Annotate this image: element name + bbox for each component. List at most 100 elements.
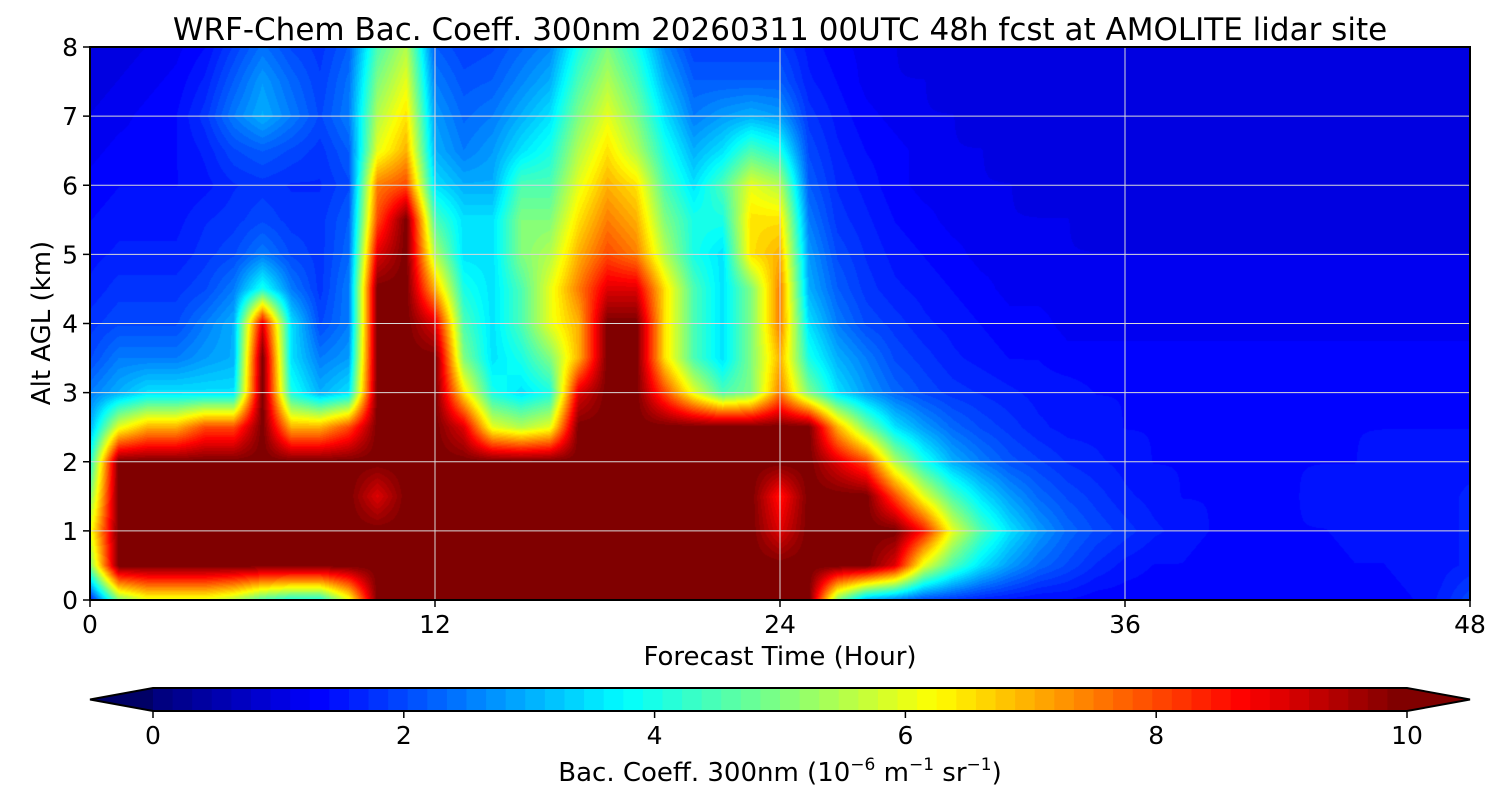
- colorbar-label-end: ): [992, 758, 1002, 788]
- colorbar-cell: [819, 688, 840, 711]
- colorbar-cell: [250, 688, 272, 711]
- colorbar-cell: [936, 688, 957, 711]
- x-axis-ticks: 0 12 24 36 48: [82, 600, 1486, 639]
- colorbar-cell: [1367, 688, 1389, 711]
- colorbar-cell: [760, 688, 781, 711]
- colorbar-cell: [1230, 688, 1251, 711]
- colorbar-cell: [1034, 688, 1055, 711]
- colorbar-cell: [584, 688, 605, 711]
- colorbar-cell: [153, 688, 174, 711]
- colorbar-ticks: 0 2 4 6 8 10: [145, 711, 1423, 750]
- colorbar-cell: [838, 688, 859, 711]
- colorbar-cell: [388, 688, 409, 711]
- y-tick-label: 7: [62, 102, 78, 131]
- colorbar-label-mid: m: [875, 758, 909, 788]
- colorbar-cell: [897, 688, 918, 711]
- colorbar-cell: [662, 688, 683, 711]
- colorbar-cell: [544, 688, 566, 711]
- colorbar-label-exp3: −1: [967, 755, 992, 775]
- y-tick-label: 2: [62, 448, 78, 477]
- colorbar-cell: [309, 688, 330, 711]
- colorbar-label: Bac. Coeff. 300nm (10−6 m−1 sr−1): [558, 755, 1001, 788]
- colorbar-tick-label: 10: [1391, 721, 1423, 750]
- y-tick-label: 1: [62, 517, 78, 546]
- colorbar-label-mid2: sr: [934, 758, 967, 788]
- colorbar-cell: [975, 688, 997, 711]
- x-tick-label: 0: [82, 610, 98, 639]
- y-tick-label: 4: [62, 310, 78, 339]
- colorbar-cell: [740, 688, 762, 711]
- colorbar-cell: [1269, 688, 1291, 711]
- colorbar-min-extend: [90, 688, 153, 711]
- colorbar-cell: [1015, 688, 1036, 711]
- y-tick-label: 8: [62, 33, 78, 62]
- colorbar-tick-label: 0: [145, 721, 161, 750]
- y-tick-label: 5: [62, 240, 78, 269]
- colorbar: 0 2 4 6 8 10 Bac. Coeff. 300nm (10−6 m−1 sr−1…: [89, 687, 1471, 788]
- colorbar-cell: [290, 688, 311, 711]
- colorbar-cell: [427, 688, 448, 711]
- colorbar-cell: [466, 688, 487, 711]
- colorbar-cell: [682, 688, 703, 711]
- colorbar-cell: [603, 688, 624, 711]
- colorbar-cell: [642, 688, 664, 711]
- x-tick-label: 12: [419, 610, 451, 639]
- colorbar-cell: [329, 688, 350, 711]
- x-tick-label: 48: [1454, 610, 1486, 639]
- colorbar-cell: [799, 688, 820, 711]
- y-tick-label: 0: [62, 586, 78, 615]
- colorbar-label-main: Bac. Coeff. 300nm (10: [558, 758, 850, 788]
- colorbar-cell: [1132, 688, 1153, 711]
- colorbar-cell: [1073, 688, 1095, 711]
- colorbar-cell: [407, 688, 428, 711]
- colorbar-cell: [956, 688, 977, 711]
- colorbar-cell: [505, 688, 526, 711]
- colorbar-cell: [1387, 688, 1408, 711]
- colorbar-cell: [1054, 688, 1075, 711]
- colorbar-cell: [701, 688, 722, 711]
- y-tick-label: 6: [62, 171, 78, 200]
- x-tick-label: 24: [764, 610, 796, 639]
- colorbar-tick-label: 6: [897, 721, 913, 750]
- colorbar-cell: [858, 688, 879, 711]
- colorbar-cell: [917, 688, 938, 711]
- colorbar-cell: [525, 688, 546, 711]
- colorbar-cell: [1093, 688, 1114, 711]
- colorbar-cell: [348, 688, 370, 711]
- colorbar-cell: [368, 688, 389, 711]
- colorbar-cell: [1309, 688, 1330, 711]
- colorbar-label-exp2: −1: [909, 755, 934, 775]
- colorbar-cell: [1289, 688, 1310, 711]
- colorbar-cell: [270, 688, 291, 711]
- colorbar-cell: [231, 688, 252, 711]
- colorbar-cell: [192, 688, 213, 711]
- x-axis-label: Forecast Time (Hour): [643, 642, 916, 672]
- colorbar-cell: [1152, 688, 1173, 711]
- colorbar-cell: [623, 688, 644, 711]
- colorbar-cell: [1250, 688, 1271, 711]
- colorbar-tick-label: 8: [1148, 721, 1164, 750]
- colorbar-cell: [877, 688, 899, 711]
- colorbar-cell: [1211, 688, 1232, 711]
- chart-title: WRF-Chem Bac. Coeff. 300nm 20260311 00UT…: [173, 12, 1387, 48]
- colorbar-cell: [486, 688, 507, 711]
- colorbar-tick-label: 4: [647, 721, 663, 750]
- colorbar-gradient: [153, 688, 1408, 711]
- colorbar-label-exp1: −6: [850, 755, 875, 775]
- colorbar-cell: [780, 688, 801, 711]
- colorbar-cell: [172, 688, 193, 711]
- x-tick-label: 36: [1109, 610, 1141, 639]
- y-axis-label: Alt AGL (km): [27, 241, 57, 405]
- colorbar-cell: [564, 688, 585, 711]
- colorbar-cell: [211, 688, 232, 711]
- colorbar-cell: [721, 688, 742, 711]
- colorbar-cell: [1191, 688, 1212, 711]
- y-tick-label: 3: [62, 379, 78, 408]
- y-axis-ticks: 0 1 2 3 4 5 6 7 8: [62, 33, 90, 615]
- colorbar-cell: [1171, 688, 1193, 711]
- colorbar-cell: [1348, 688, 1369, 711]
- colorbar-tick-label: 2: [396, 721, 412, 750]
- colorbar-cell: [446, 688, 468, 711]
- colorbar-cell: [1113, 688, 1134, 711]
